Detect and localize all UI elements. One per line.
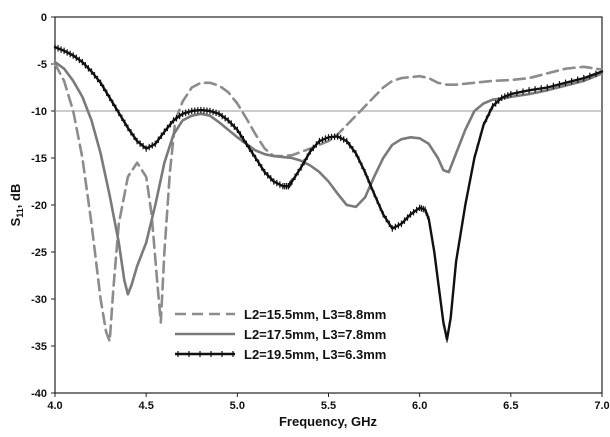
y-tick-label-2: -10: [31, 106, 47, 118]
y-tick-label-1: -5: [37, 59, 47, 71]
legend: L2=15.5mm, L3=8.8mm L2=17.5mm, L3=7.8mm L2…: [175, 307, 386, 362]
x-tick-label-6: 7.0: [594, 400, 609, 412]
legend-label-2: L2=19.5mm, L3=6.3mm: [244, 347, 386, 362]
x-tick-label-4: 6.0: [412, 400, 427, 412]
y-tick-label-5: -25: [31, 247, 47, 259]
x-tick-labels: 4.0 4.5 5.0 5.5 6.0 6.5 7.0: [47, 400, 609, 412]
y-tick-label-0: 0: [41, 12, 47, 24]
series-line-1: [53, 60, 604, 296]
y-axis-title: S11, dB: [8, 184, 25, 227]
legend-label-1: L2=17.5mm, L3=7.8mm: [244, 327, 386, 342]
y-tick-labels: 0 -5 -10 -15 -20 -25 -30 -35 -40: [31, 12, 47, 400]
y-tick-label-3: -15: [31, 153, 47, 165]
plot-area: [54, 16, 603, 394]
legend-label-0: L2=15.5mm, L3=8.8mm: [244, 307, 386, 322]
x-tick-label-1: 4.5: [139, 400, 154, 412]
y-tick-label-7: -35: [31, 341, 47, 353]
y-axis-title-suffix: , dB: [8, 184, 23, 209]
series-line-0: [53, 62, 604, 343]
y-axis-title-subscript: 11: [15, 208, 25, 218]
series-lines: [53, 43, 604, 343]
y-tick-label-6: -30: [31, 294, 47, 306]
y-axis-title-main: S: [8, 217, 23, 226]
x-tick-label-3: 5.5: [321, 400, 336, 412]
x-tick-label-5: 6.5: [503, 400, 518, 412]
axis-ticks: [51, 16, 603, 397]
x-axis-title: Frequency, GHz: [279, 414, 378, 429]
y-tick-label-4: -20: [31, 200, 47, 212]
x-tick-label-0: 4.0: [47, 400, 62, 412]
y-tick-label-8: -40: [31, 388, 47, 400]
x-tick-label-2: 5.0: [230, 400, 245, 412]
